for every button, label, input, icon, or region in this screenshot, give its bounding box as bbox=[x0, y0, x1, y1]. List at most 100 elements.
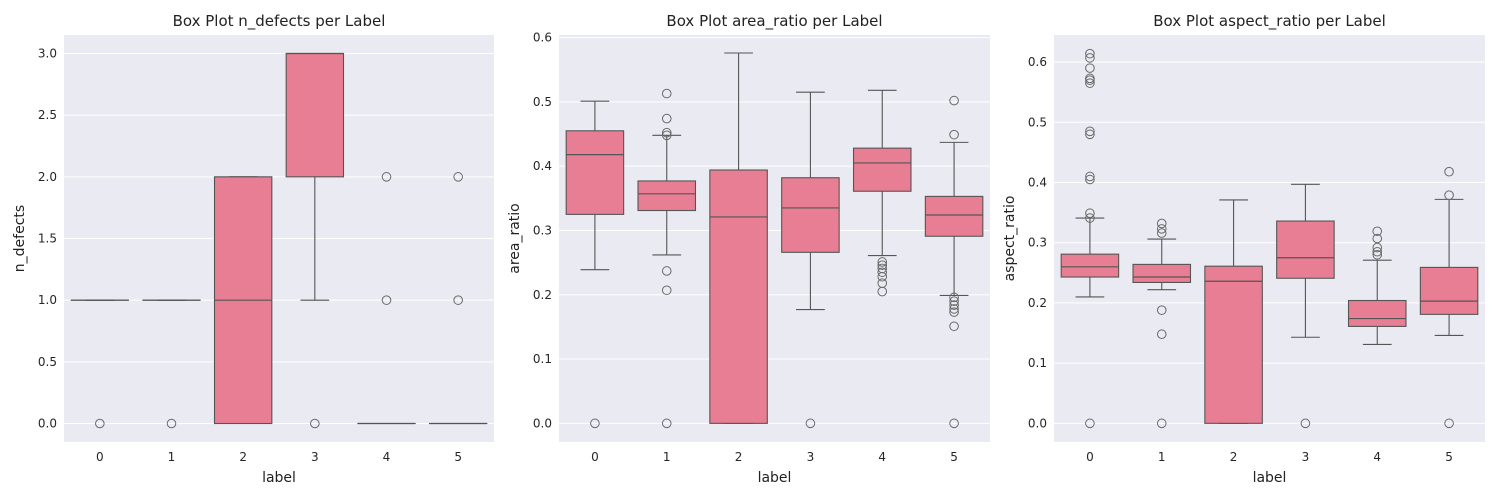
iqr-box bbox=[637, 180, 697, 212]
chart-title: Box Plot n_defects per Label bbox=[173, 12, 386, 31]
outlier-point bbox=[661, 127, 672, 138]
x-tick-label: 2 bbox=[735, 450, 743, 464]
outlier-point bbox=[949, 292, 959, 303]
outlier-point bbox=[1085, 208, 1095, 219]
outlier-point bbox=[1156, 228, 1167, 238]
outlier-point bbox=[1085, 171, 1095, 182]
box-5 bbox=[924, 95, 984, 429]
outlier-point bbox=[1444, 190, 1454, 200]
box-2 bbox=[1204, 199, 1263, 424]
outlier-point bbox=[949, 95, 959, 106]
outlier-point bbox=[1085, 53, 1095, 63]
outlier-point bbox=[949, 304, 959, 314]
box-0 bbox=[565, 100, 625, 429]
outlier-point bbox=[1372, 226, 1383, 237]
outlier-point bbox=[1372, 246, 1383, 257]
y-tick-label: 2.5 bbox=[38, 108, 57, 122]
iqr-box bbox=[1276, 220, 1335, 279]
x-tick-label: 5 bbox=[454, 450, 462, 464]
y-tick-label: 0.6 bbox=[1028, 55, 1047, 69]
outlier-point bbox=[661, 266, 672, 276]
outlier-point bbox=[661, 418, 672, 429]
chart-panel-2: 0.0 0.1 0.2 0.3 0.4 0.5 0.6 0 1 2 3 4 5 Box Plot area… bbox=[507, 12, 990, 486]
outlier-point bbox=[1300, 418, 1311, 429]
x-tick-label: 1 bbox=[663, 450, 671, 464]
y-tick-label: 0.5 bbox=[1028, 115, 1047, 129]
box-5 bbox=[428, 172, 488, 425]
outlier-point bbox=[1372, 233, 1383, 244]
y-tick-label: 3.0 bbox=[38, 47, 57, 61]
outlier-point bbox=[877, 267, 888, 278]
outlier-point bbox=[1085, 126, 1095, 137]
outlier-point bbox=[949, 307, 959, 317]
box-2 bbox=[213, 176, 273, 425]
outlier-point bbox=[1085, 418, 1095, 429]
chart-title: Box Plot area_ratio per Label bbox=[666, 12, 882, 31]
outlier-point bbox=[1085, 213, 1095, 223]
outlier-point bbox=[1085, 174, 1095, 185]
box-4 bbox=[852, 89, 912, 297]
x-axis-label: label bbox=[1253, 470, 1287, 486]
outlier-point bbox=[1085, 78, 1095, 88]
outlier-point bbox=[877, 263, 888, 274]
y-tick-label: 0.4 bbox=[533, 159, 552, 173]
y-tick-label: 0.5 bbox=[533, 95, 552, 109]
y-tick-label: 2.0 bbox=[38, 170, 57, 184]
iqr-box bbox=[1347, 299, 1407, 327]
outlier-point bbox=[453, 295, 463, 305]
x-tick-label: 3 bbox=[807, 450, 815, 464]
outlier-point bbox=[1444, 166, 1454, 177]
x-tick-label: 3 bbox=[311, 450, 319, 464]
iqr-box bbox=[852, 147, 912, 192]
outlier-point bbox=[1156, 218, 1167, 229]
x-tick-label: 0 bbox=[1086, 450, 1094, 464]
y-tick-label: 0.1 bbox=[1028, 356, 1047, 370]
iqr-box bbox=[924, 195, 984, 237]
outlier-point bbox=[95, 418, 105, 429]
x-tick-label: 2 bbox=[1230, 450, 1238, 464]
chart-panel-1: 0.0 0.5 1.0 1.5 2.0 2.5 3.0 0 1 2 3 4 5 Box Plot n_de… bbox=[12, 12, 494, 486]
x-axis-label: label bbox=[758, 470, 792, 486]
y-tick-label: 0.6 bbox=[533, 31, 552, 45]
outlier-point bbox=[310, 418, 320, 429]
outlier-point bbox=[877, 257, 888, 267]
x-axis-label: label bbox=[262, 470, 296, 486]
plot-area bbox=[1054, 35, 1485, 442]
outlier-point bbox=[1156, 329, 1167, 340]
outlier-point bbox=[590, 418, 600, 429]
outlier-point bbox=[949, 300, 959, 310]
outlier-point bbox=[949, 296, 959, 306]
outlier-point bbox=[949, 418, 959, 429]
y-tick-label: 0.5 bbox=[38, 355, 57, 369]
box-4 bbox=[357, 172, 416, 425]
x-tick-label: 4 bbox=[383, 450, 391, 464]
y-tick-label: 0.1 bbox=[533, 352, 552, 366]
outlier-point bbox=[661, 285, 672, 296]
outlier-point bbox=[1085, 129, 1095, 140]
y-axis-label: area_ratio bbox=[507, 203, 523, 274]
box-3 bbox=[285, 52, 345, 429]
iqr-box bbox=[1419, 266, 1479, 315]
outlier-point bbox=[381, 295, 392, 305]
x-tick-label: 0 bbox=[96, 450, 104, 464]
box-0 bbox=[70, 299, 130, 429]
x-tick-label: 5 bbox=[1445, 450, 1453, 464]
x-tick-label: 0 bbox=[591, 450, 599, 464]
y-tick-label: 0.0 bbox=[1028, 416, 1047, 430]
outlier-point bbox=[1372, 249, 1383, 260]
x-tick-label: 3 bbox=[1302, 450, 1310, 464]
outlier-point bbox=[1085, 48, 1095, 59]
box-5 bbox=[1419, 166, 1479, 429]
outlier-point bbox=[1085, 73, 1095, 84]
outlier-point bbox=[877, 260, 888, 270]
y-tick-label: 0.3 bbox=[1028, 236, 1047, 250]
y-tick-label: 0.0 bbox=[533, 416, 552, 430]
chart-title: Box Plot aspect_ratio per Label bbox=[1153, 12, 1386, 31]
box-1 bbox=[637, 88, 697, 429]
iqr-box bbox=[1204, 265, 1263, 424]
outlier-point bbox=[805, 418, 816, 429]
outlier-point bbox=[949, 129, 959, 140]
iqr-box bbox=[781, 177, 840, 253]
box-0 bbox=[1060, 48, 1120, 429]
